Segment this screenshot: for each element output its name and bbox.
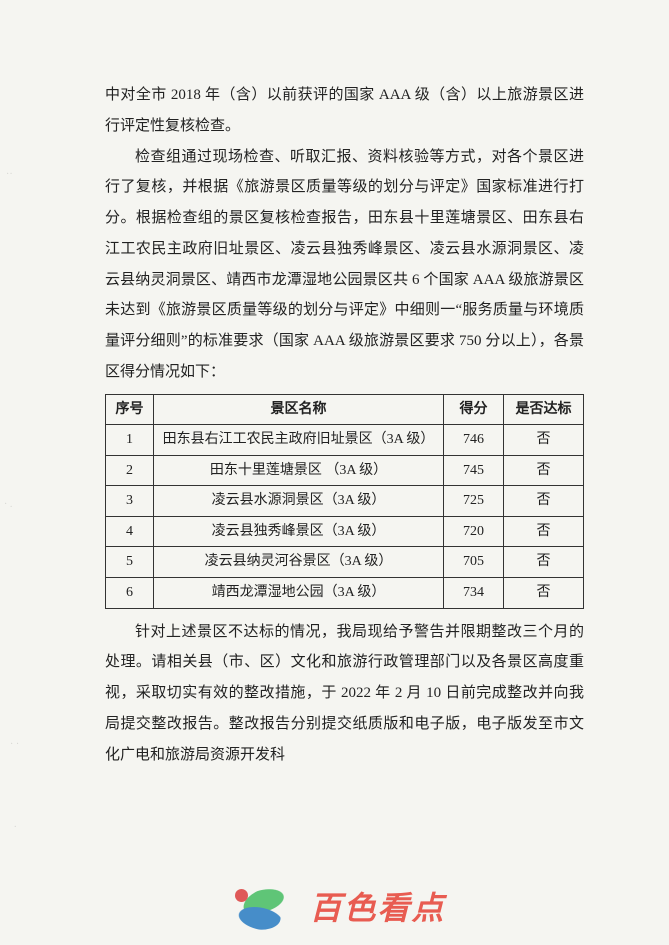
col-header-index: 序号 xyxy=(106,394,154,425)
table-row: 2 田东十里莲塘景区 （3A 级） 745 否 xyxy=(106,455,584,486)
cell-name: 凌云县水源洞景区（3A 级） xyxy=(154,486,444,517)
col-header-name: 景区名称 xyxy=(154,394,444,425)
col-header-score: 得分 xyxy=(444,394,504,425)
cell-score: 720 xyxy=(444,516,504,547)
cell-score: 705 xyxy=(444,547,504,578)
cell-score: 725 xyxy=(444,486,504,517)
cell-name: 田东县右江工农民主政府旧址景区（3A 级） xyxy=(154,425,444,456)
paragraph-3: 针对上述景区不达标的情况，我局现给予警告并限期整改三个月的处理。请相关县（市、区… xyxy=(105,617,584,771)
cell-idx: 2 xyxy=(106,455,154,486)
watermark-text: 百色看点 xyxy=(309,883,445,929)
cell-pass: 否 xyxy=(504,425,584,456)
table-row: 1 田东县右江工农民主政府旧址景区（3A 级） 746 否 xyxy=(106,425,584,456)
cell-name: 凌云县独秀峰景区（3A 级） xyxy=(154,516,444,547)
cell-pass: 否 xyxy=(504,516,584,547)
cell-idx: 1 xyxy=(106,425,154,456)
cell-idx: 6 xyxy=(106,578,154,609)
score-table: 序号 景区名称 得分 是否达标 1 田东县右江工农民主政府旧址景区（3A 级） … xyxy=(105,394,584,609)
cell-idx: 5 xyxy=(106,547,154,578)
table-header-row: 序号 景区名称 得分 是否达标 xyxy=(106,394,584,425)
scan-noise: · . xyxy=(4,500,12,510)
document-page: 中对全市 2018 年（含）以前获评的国家 AAA 级（含）以上旅游景区进行评定… xyxy=(0,0,669,830)
cell-score: 734 xyxy=(444,578,504,609)
table-row: 3 凌云县水源洞景区（3A 级） 725 否 xyxy=(106,486,584,517)
cell-pass: 否 xyxy=(504,486,584,517)
col-header-pass: 是否达标 xyxy=(504,394,584,425)
cell-pass: 否 xyxy=(504,455,584,486)
cell-name: 田东十里莲塘景区 （3A 级） xyxy=(154,455,444,486)
cell-idx: 3 xyxy=(106,486,154,517)
table-row: 5 凌云县纳灵河谷景区（3A 级） 705 否 xyxy=(106,547,584,578)
watermark-logo-icon xyxy=(223,881,303,931)
cell-name: 凌云县纳灵河谷景区（3A 级） xyxy=(154,547,444,578)
scan-noise: ·· xyxy=(6,170,13,180)
paragraph-2: 检查组通过现场检查、听取汇报、资料核验等方式，对各个景区进行了复核，并根据《旅游… xyxy=(105,142,584,388)
paragraph-1: 中对全市 2018 年（含）以前获评的国家 AAA 级（含）以上旅游景区进行评定… xyxy=(105,80,584,142)
table-row: 4 凌云县独秀峰景区（3A 级） 720 否 xyxy=(106,516,584,547)
scan-noise: · · xyxy=(10,740,19,750)
cell-score: 746 xyxy=(444,425,504,456)
cell-name: 靖西龙潭湿地公园（3A 级） xyxy=(154,578,444,609)
scan-noise: . xyxy=(14,820,17,830)
cell-pass: 否 xyxy=(504,578,584,609)
table-row: 6 靖西龙潭湿地公园（3A 级） 734 否 xyxy=(106,578,584,609)
cell-idx: 4 xyxy=(106,516,154,547)
watermark: 百色看点 xyxy=(0,875,669,937)
cell-pass: 否 xyxy=(504,547,584,578)
cell-score: 745 xyxy=(444,455,504,486)
